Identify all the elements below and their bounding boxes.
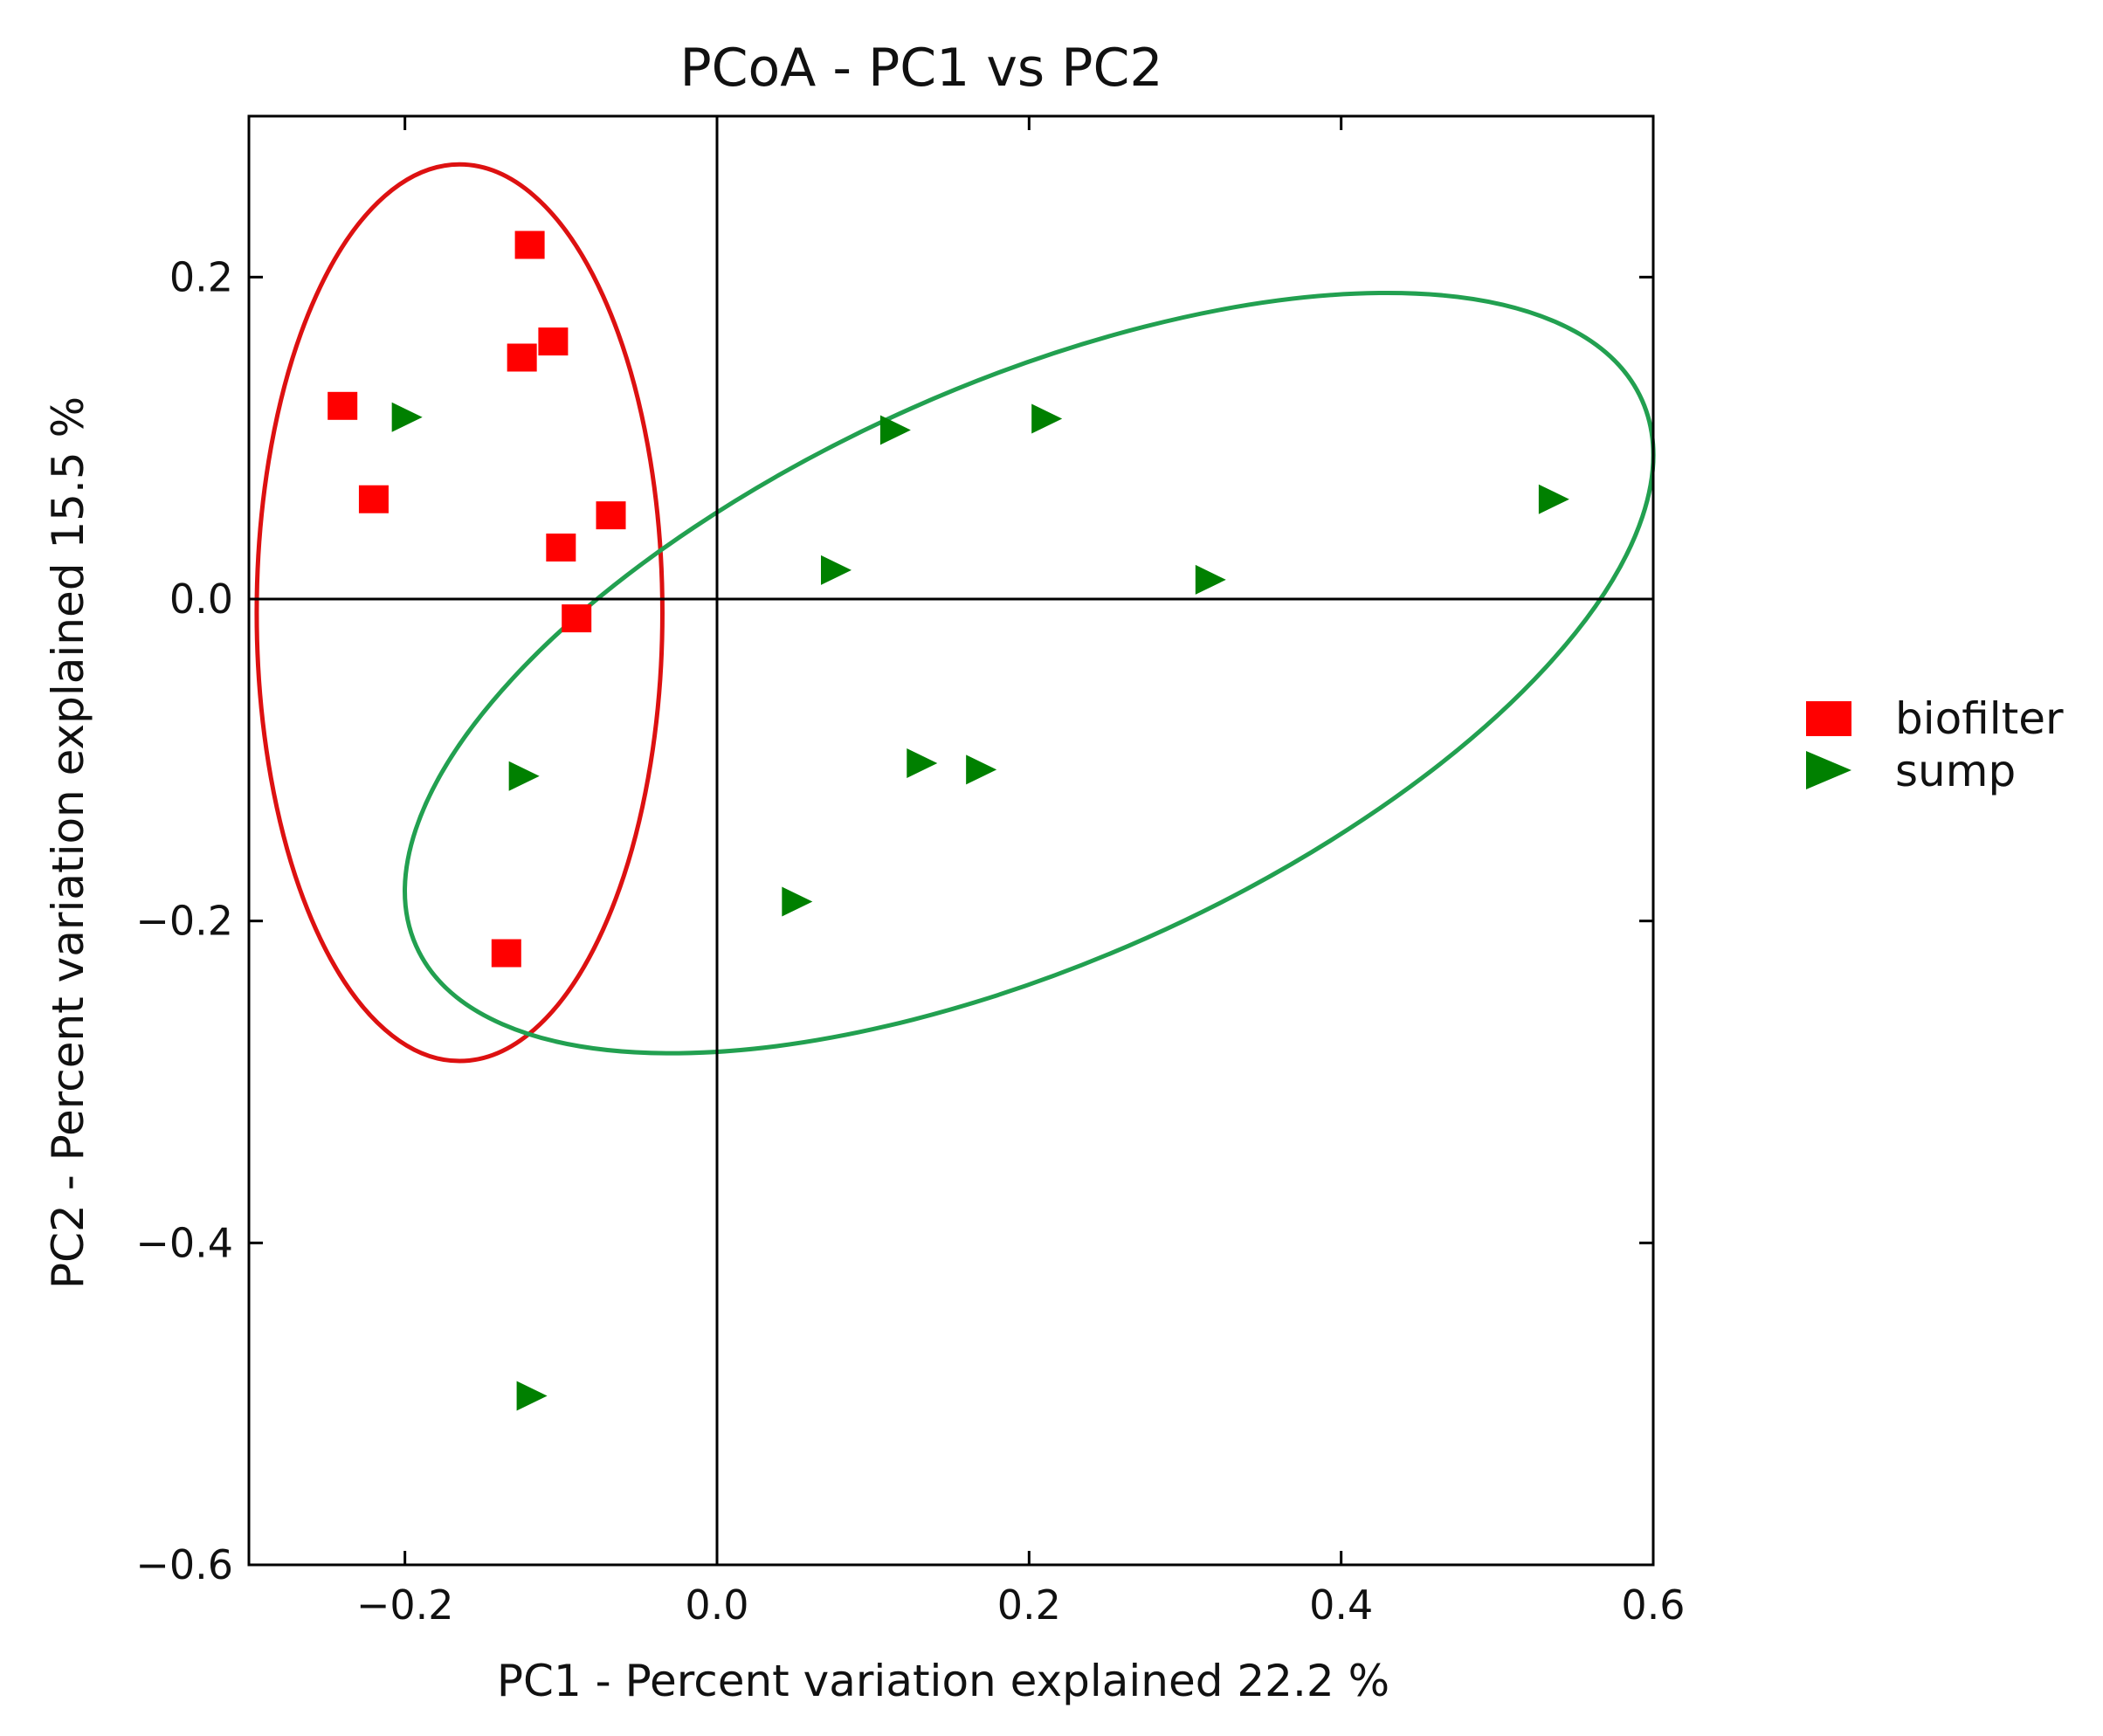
point-sump <box>879 415 911 445</box>
point-biofilter <box>358 485 389 513</box>
point-biofilter <box>596 501 626 530</box>
point-biofilter <box>514 231 545 259</box>
point-sump <box>1195 564 1226 595</box>
point-sump <box>516 1381 548 1411</box>
chart-title: PCoA - PC1 vs PC2 <box>679 38 1162 99</box>
reference-lines <box>249 116 1653 1565</box>
x-tick-label: 0.4 <box>1309 1581 1373 1629</box>
point-biofilter <box>328 391 358 420</box>
x-tick-label: 0.0 <box>685 1581 748 1629</box>
point-sump <box>821 555 852 585</box>
data-points <box>328 231 1569 1411</box>
x-tick-label: 0.6 <box>1621 1581 1685 1629</box>
ellipse-sump <box>403 290 1656 1056</box>
point-biofilter <box>538 327 569 356</box>
legend-marker-sump <box>1806 751 1851 789</box>
y-tick-label: −0.4 <box>135 1219 233 1266</box>
point-sump <box>1538 484 1569 514</box>
y-tick-label: −0.6 <box>135 1541 233 1588</box>
ellipse-biofilter <box>254 162 665 1064</box>
legend-label-biofilter: biofilter <box>1895 693 2064 744</box>
point-biofilter <box>546 534 576 562</box>
point-sump <box>391 402 423 432</box>
point-biofilter <box>491 939 521 968</box>
legend-label-sump: sump <box>1895 746 2016 796</box>
y-tick-label: 0.0 <box>169 575 233 623</box>
point-sump <box>907 748 938 779</box>
axis-ticks: −0.2 0.0 0.2 0.4 0.6 −0.6 −0.4 −0.2 0.0 0.2 <box>135 116 1686 1629</box>
point-sump <box>1031 403 1063 434</box>
point-sump <box>782 886 813 917</box>
point-biofilter <box>562 604 592 633</box>
plot-frame <box>247 114 1655 1567</box>
x-axis-label: PC1 - Percent variation explained 22.2 % <box>497 1656 1389 1706</box>
point-biofilter <box>507 343 537 372</box>
x-tick-label: 0.2 <box>997 1581 1061 1629</box>
group-ellipses <box>254 162 1656 1064</box>
point-sump <box>508 761 540 791</box>
legend: biofilter sump <box>1806 693 2064 796</box>
x-tick-label: −0.2 <box>356 1581 454 1629</box>
y-tick-label: −0.2 <box>135 898 233 945</box>
y-tick-label: 0.2 <box>169 253 233 300</box>
legend-marker-biofilter <box>1806 701 1851 736</box>
y-axis-label: PC2 - Percent variation explained 15.5 % <box>43 396 93 1289</box>
point-sump <box>966 754 997 785</box>
